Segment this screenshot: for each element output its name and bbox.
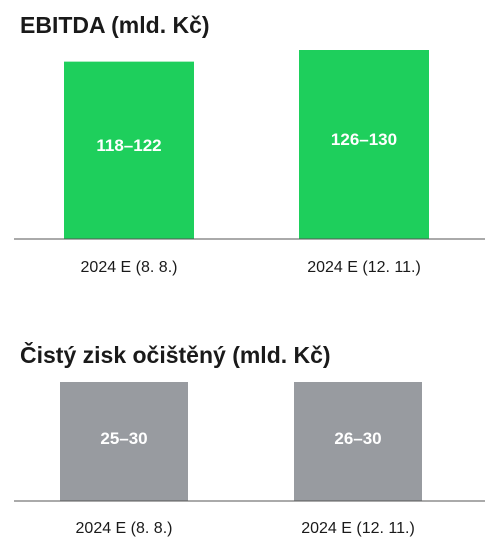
ebitda-bar-1 bbox=[64, 61, 194, 239]
ebitda-bar-2-value-label: 126–130 bbox=[331, 130, 397, 149]
net-profit-chart-plot: 25–30 2024 E (8. 8.) 26–30 2024 E (12. 11.) bbox=[14, 382, 485, 537]
ebitda-bar-1-value-label: 118–122 bbox=[96, 136, 161, 155]
net-profit-bar-1 bbox=[60, 382, 188, 501]
net-profit-category-label-1: 2024 E (8. 8.) bbox=[76, 520, 173, 537]
ebitda-category-label-1: 2024 E (8. 8.) bbox=[81, 259, 178, 276]
net-profit-category-label-2: 2024 E (12. 11.) bbox=[301, 520, 415, 537]
net-profit-bar-2-value-label: 26–30 bbox=[334, 429, 381, 448]
net-profit-bar-1-value-label: 25–30 bbox=[100, 429, 147, 448]
net-profit-bar-2 bbox=[294, 382, 422, 501]
ebitda-chart: EBITDA (mld. Kč) 118–122 2024 E (8. 8.) 12… bbox=[14, 12, 485, 276]
ebitda-category-label-2: 2024 E (12. 11.) bbox=[307, 259, 421, 276]
ebitda-chart-title: EBITDA (mld. Kč) bbox=[20, 12, 210, 38]
ebitda-bar-2 bbox=[299, 50, 429, 239]
net-profit-chart-title: Čistý zisk očištěný (mld. Kč) bbox=[20, 342, 331, 368]
net-profit-chart: Čistý zisk očištěný (mld. Kč) 25–30 2024 … bbox=[0, 330, 500, 553]
ebitda-chart-plot: 118–122 2024 E (8. 8.) 126–130 2024 E (12. … bbox=[14, 50, 485, 276]
